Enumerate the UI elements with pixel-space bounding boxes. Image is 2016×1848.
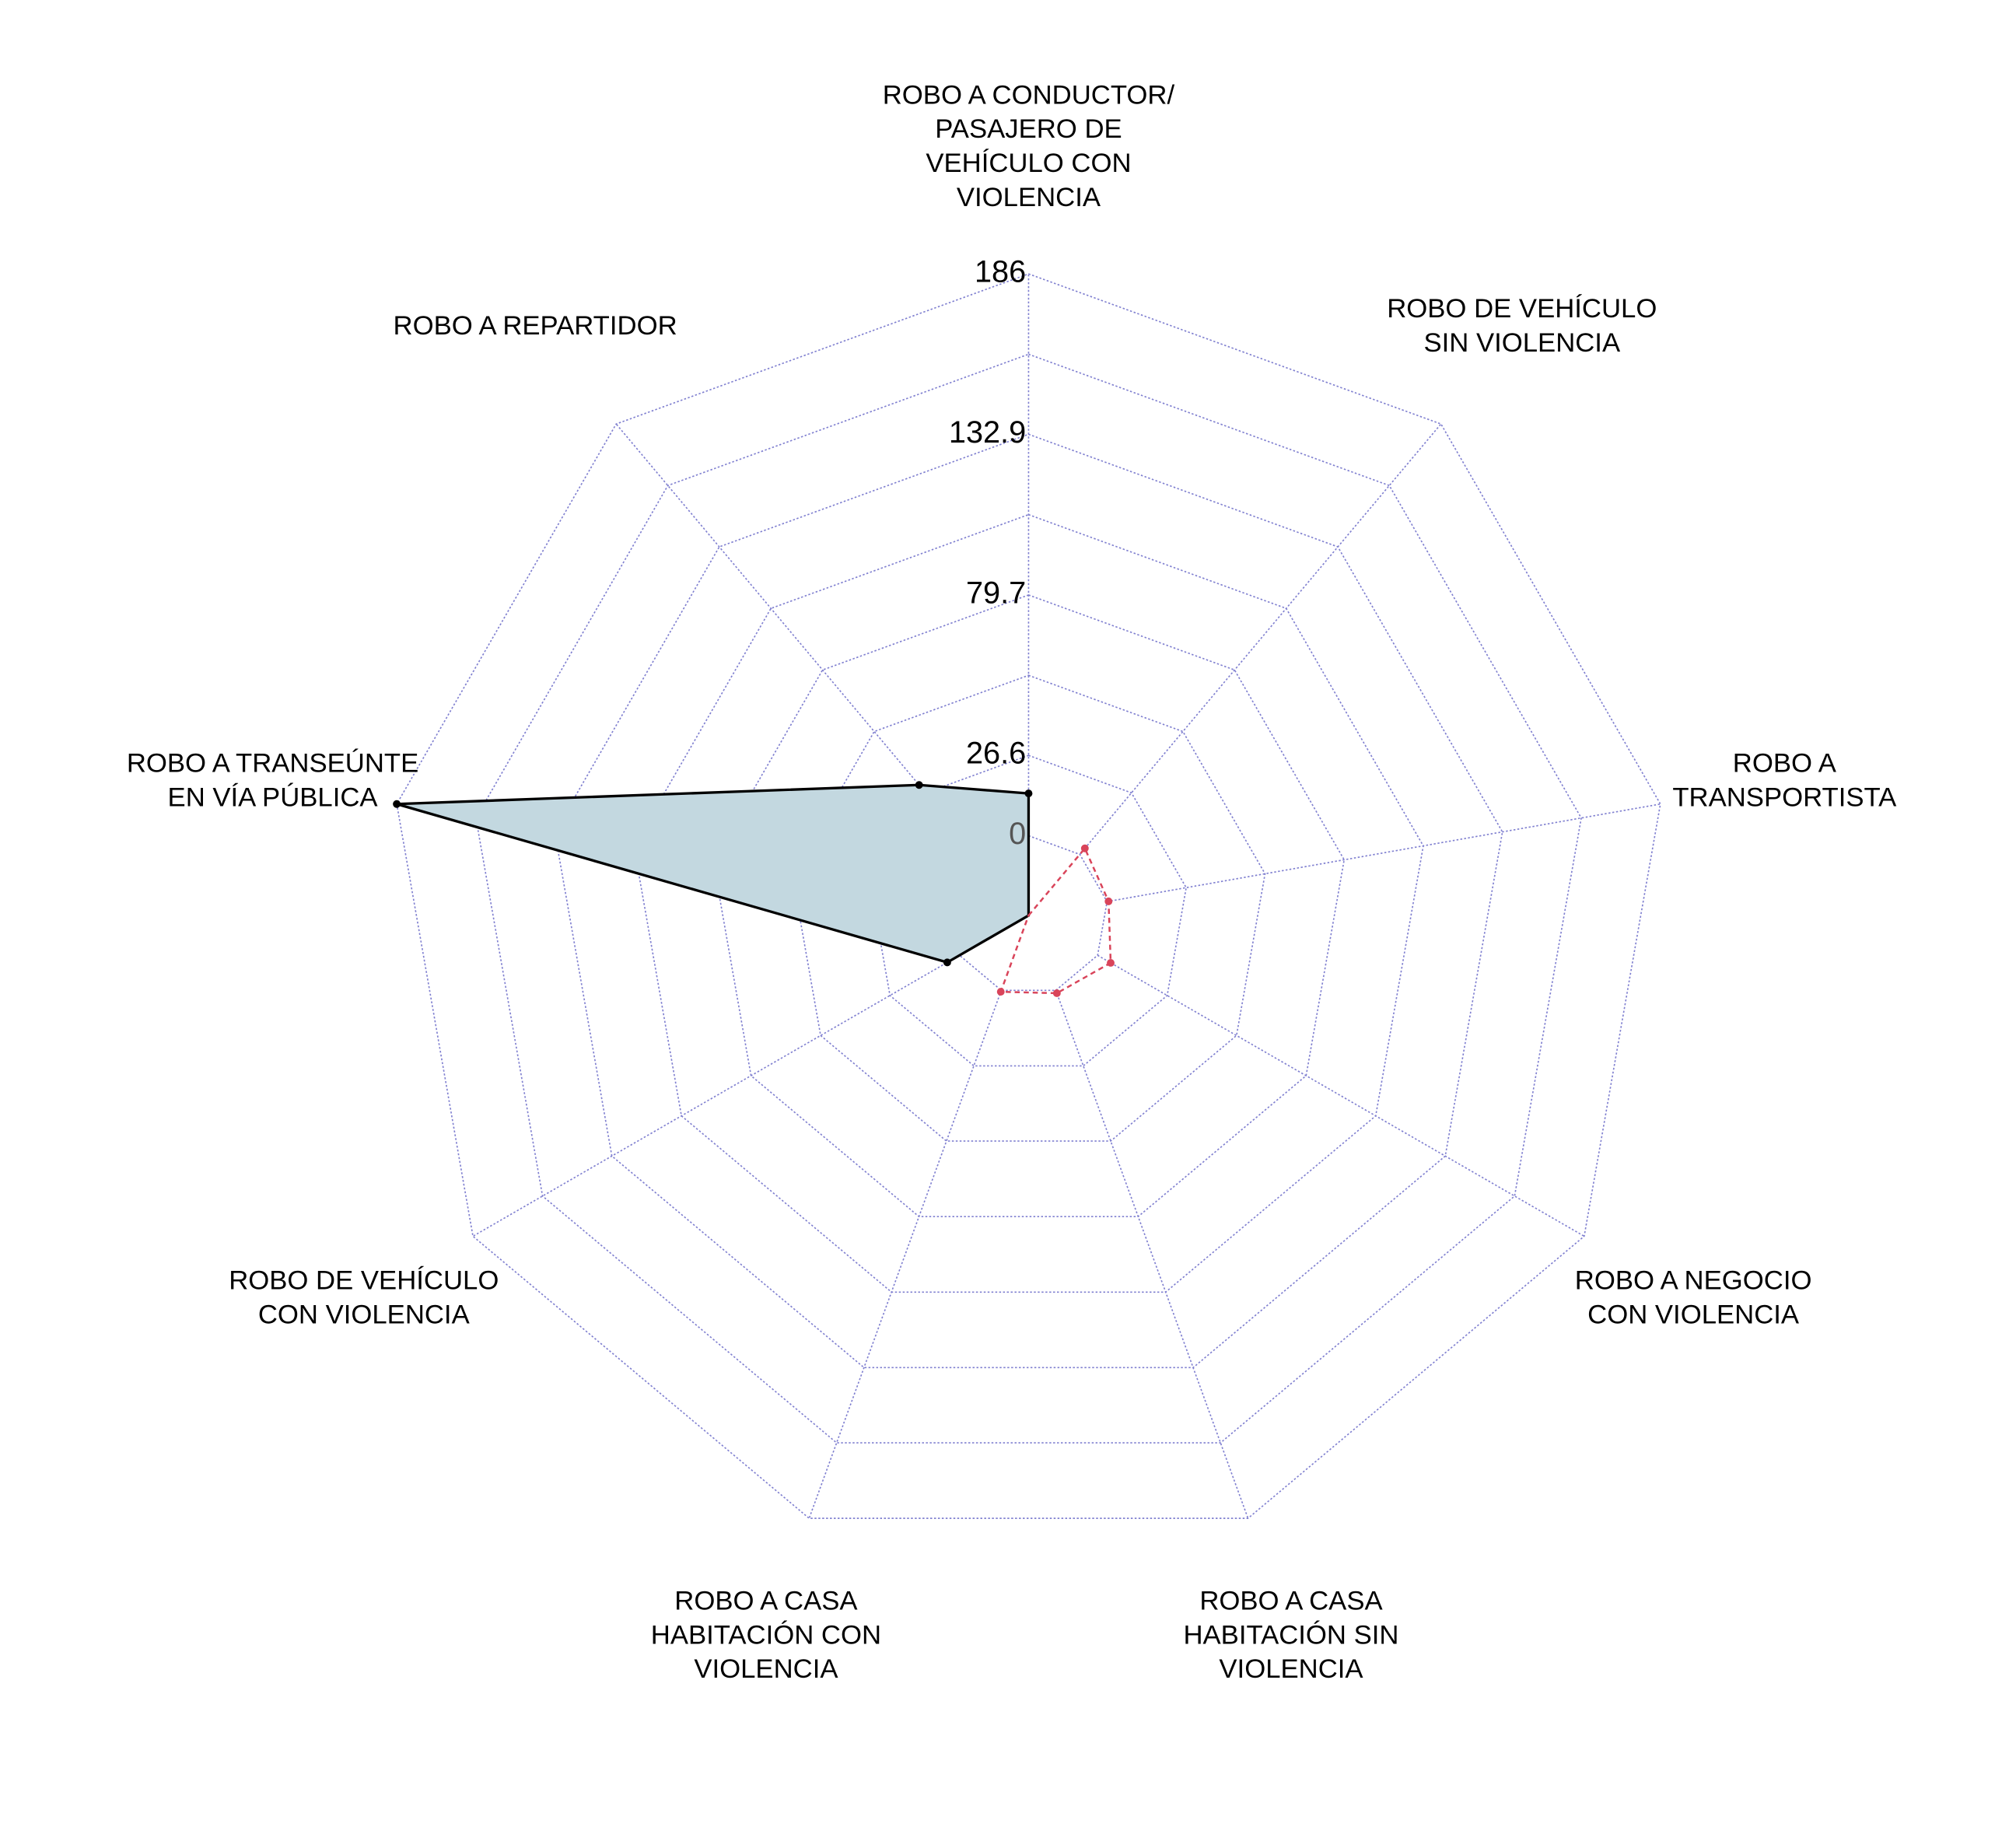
series-point: [393, 800, 401, 808]
axis-spoke: [1055, 990, 1249, 1519]
series-point: [1107, 959, 1115, 967]
axis-spoke: [1097, 954, 1585, 1237]
axis-spoke: [1079, 423, 1442, 856]
series-point: [996, 988, 1005, 996]
series-point: [1052, 989, 1061, 997]
tick-label: 0: [1009, 817, 1026, 851]
series-point: [915, 781, 923, 789]
category-label: ROBO A TRANSPORTISTA: [1672, 749, 1897, 813]
tick-label: 186: [975, 255, 1026, 289]
series-point: [1080, 844, 1089, 852]
category-label: ROBO A CASA HABITACIÓN CON VIOLENCIA: [651, 1587, 881, 1685]
axis-spoke: [1107, 803, 1661, 903]
axis-spoke: [808, 990, 1003, 1519]
category-label: ROBO A CONDUCTOR/PASAJERO DE VEHÍCULO CON…: [883, 81, 1175, 212]
tick-label: 26.6: [966, 737, 1026, 771]
category-label: ROBO A REPARTIDOR: [394, 311, 677, 341]
category-label: ROBO DE VEHÍCULO SIN VIOLENCIA: [1387, 293, 1657, 358]
grid-ring: [396, 273, 1661, 1519]
series-point: [1104, 897, 1113, 905]
series-area: [396, 783, 1031, 964]
category-label: ROBO A CASA HABITACIÓN SIN VIOLENCIA: [1183, 1587, 1398, 1685]
series-point: [1024, 789, 1033, 798]
tick-label: 132.9: [949, 415, 1026, 450]
series-point: [943, 958, 951, 967]
category-label: ROBO A TRANSEÚNTE EN VÍA PÚBLICA: [127, 748, 418, 813]
grid-ring: [712, 594, 1346, 1218]
tick-label: 79.7: [966, 576, 1026, 610]
grid-ring: [474, 353, 1582, 1444]
category-label: ROBO DE VEHÍCULO CON VIOLENCIA: [229, 1265, 499, 1330]
grid-ring: [633, 513, 1424, 1293]
category-label: ROBO A NEGOCIO CON VIOLENCIA: [1575, 1266, 1812, 1330]
axis-spoke: [472, 954, 961, 1237]
